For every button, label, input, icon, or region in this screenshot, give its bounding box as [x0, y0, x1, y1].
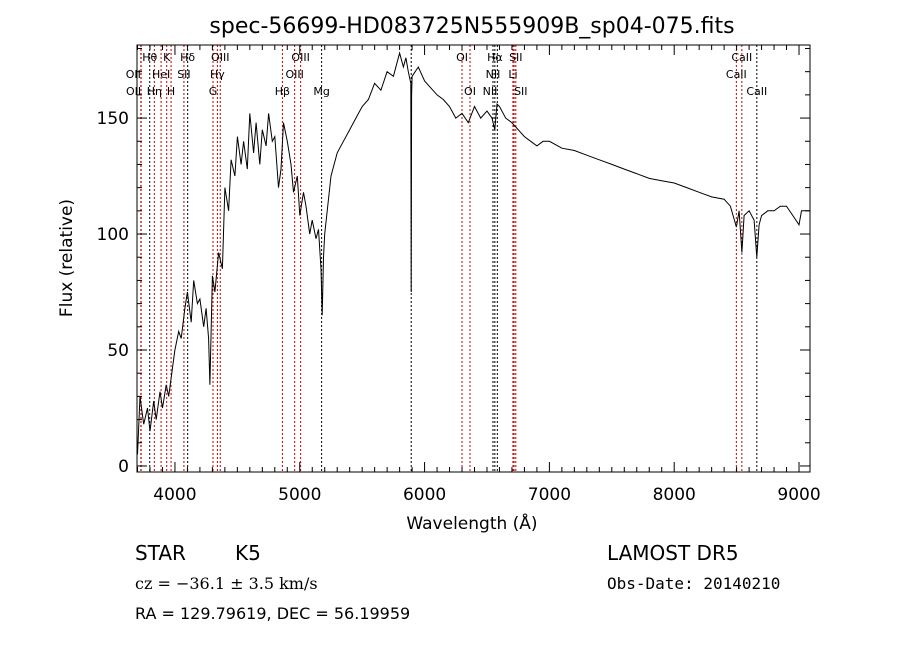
line-marker-label: SII: [514, 85, 527, 98]
x-tick-label: 4000: [153, 485, 196, 505]
x-tick-label: 7000: [528, 485, 571, 505]
y-axis-label: Flux (relative): [57, 199, 77, 317]
y-tick-label: 50: [107, 341, 129, 361]
line-marker-label: CaII: [731, 51, 752, 64]
x-axis-label: Wavelength (Å): [406, 512, 537, 534]
chart-title: spec-56699-HD083725N555909B_sp04-075.fit…: [209, 14, 734, 39]
object-class: STAR: [135, 541, 186, 565]
redshift-cz: cz = −36.1 ± 3.5 km/s: [135, 574, 318, 593]
line-marker-label: Mg: [313, 85, 329, 98]
coordinates: RA = 129.79619, DEC = 56.19959: [135, 604, 410, 623]
line-marker-label: OII: [126, 68, 141, 81]
x-axis: 4000 5000 6000 7000 8000 9000: [136, 45, 821, 505]
line-marker-label: Hη: [147, 85, 162, 98]
y-tick-label: 0: [118, 457, 129, 477]
line-marker-label: G: [209, 85, 218, 98]
line-marker-label: NII: [483, 85, 498, 98]
line-marker-label: Hθ: [142, 51, 157, 64]
line-marker-label: Hβ: [275, 85, 290, 98]
y-axis: 0 50 100 150: [97, 47, 810, 477]
subclass: K5: [235, 541, 261, 565]
line-marker-label: OI: [464, 85, 476, 98]
line-marker-label: HeI: [152, 68, 170, 81]
obs-date: Obs-Date: 20140210: [607, 574, 780, 593]
line-marker-label: Hα: [487, 51, 503, 64]
y-tick-label: 100: [97, 225, 129, 245]
survey-label: LAMOST DR5: [607, 541, 739, 565]
plot-frame: [136, 44, 811, 473]
y-tick-label: 150: [97, 109, 129, 129]
line-marker-label: SII: [509, 51, 522, 64]
x-tick-label: 9000: [777, 485, 820, 505]
line-marker-label: Li: [508, 68, 517, 81]
line-markers: [140, 45, 758, 472]
line-marker-label: OI: [456, 51, 468, 64]
line-marker-label: Hδ: [180, 51, 195, 64]
line-marker-label: SII: [177, 68, 190, 81]
line-marker-label: CaII: [726, 68, 747, 81]
x-tick-label: 8000: [653, 485, 696, 505]
line-marker-label: OII: [126, 85, 141, 98]
x-tick-label: 6000: [403, 485, 446, 505]
x-tick-label: 5000: [278, 485, 321, 505]
line-marker-label: OIII: [285, 68, 303, 81]
line-marker-label: NII: [486, 68, 501, 81]
line-marker-label: OIII: [291, 51, 309, 64]
line-marker-label: H: [167, 85, 175, 98]
line-marker-label: Hγ: [210, 68, 225, 81]
line-marker-label: K: [163, 51, 171, 64]
line-marker-label: OIII: [211, 51, 229, 64]
spectrum-line: [137, 51, 810, 455]
line-marker-label: CaII: [746, 85, 767, 98]
